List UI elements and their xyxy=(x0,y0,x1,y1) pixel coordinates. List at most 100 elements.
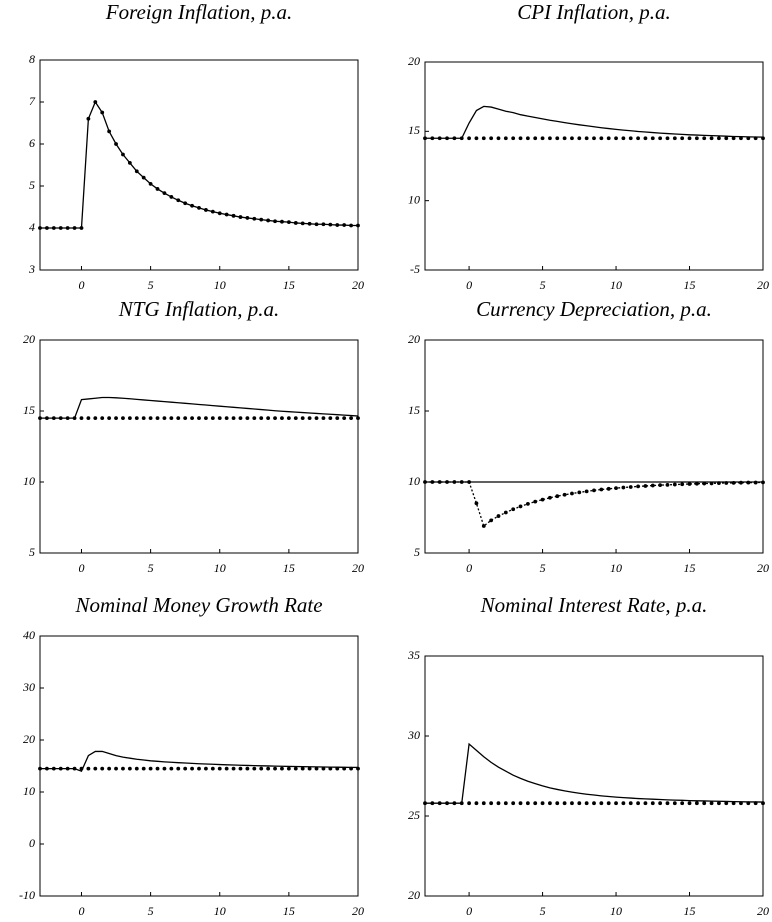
series-dot xyxy=(190,766,194,771)
series-dot xyxy=(238,766,243,771)
series-dot xyxy=(141,766,146,771)
series-dot xyxy=(314,766,319,771)
y-tick-label: 0 xyxy=(29,836,35,850)
series-dot xyxy=(114,766,118,771)
series-dot xyxy=(489,136,494,141)
series-dot xyxy=(577,801,582,806)
series-dot xyxy=(252,416,257,420)
y-tick-label: 5 xyxy=(414,545,420,559)
y-tick-label: 30 xyxy=(22,680,35,694)
series-dot xyxy=(356,223,360,228)
series-dot xyxy=(702,481,707,486)
series-dot xyxy=(245,216,250,220)
y-tick-label: 20 xyxy=(23,732,35,746)
panel-title: Nominal Interest Rate, p.a. xyxy=(480,593,708,617)
series-dot xyxy=(592,136,596,141)
series-dot xyxy=(100,110,105,115)
series-dot xyxy=(614,136,618,141)
series-dot xyxy=(606,801,611,806)
x-tick-label: 20 xyxy=(757,561,769,575)
series-dot xyxy=(183,416,188,420)
series-dot xyxy=(628,801,633,806)
series-dot xyxy=(474,501,479,506)
series-dot xyxy=(511,801,516,806)
x-tick-label: 5 xyxy=(148,561,154,575)
series-dot xyxy=(739,480,743,485)
series-dot xyxy=(555,136,560,141)
series-dot xyxy=(155,416,160,420)
y-tick-label: 10 xyxy=(408,192,420,206)
panel-title: NTG Inflation, p.a. xyxy=(118,297,279,321)
series-dot xyxy=(107,416,112,420)
series-dot xyxy=(114,416,118,420)
series-dot xyxy=(761,136,765,141)
series-dot xyxy=(162,191,167,196)
series-dot xyxy=(155,187,160,191)
series-dot xyxy=(680,801,685,806)
series-dot xyxy=(280,219,284,224)
series-dot xyxy=(584,801,589,806)
series-dot xyxy=(176,766,181,771)
series-dot xyxy=(525,136,530,141)
series-dot xyxy=(430,801,435,806)
x-tick-label: 0 xyxy=(78,278,84,292)
series-dot xyxy=(606,136,611,141)
series-dot xyxy=(739,801,743,806)
series-dot xyxy=(694,801,699,806)
series-dot xyxy=(121,152,125,157)
series-dot xyxy=(286,416,291,420)
series-dot xyxy=(467,480,471,484)
series-dot xyxy=(746,480,751,485)
series-dot xyxy=(176,416,181,420)
series-dot xyxy=(65,226,70,230)
series-dot xyxy=(300,416,305,420)
series-dot xyxy=(489,518,494,523)
x-tick-label: 10 xyxy=(214,904,226,918)
series-dot xyxy=(481,801,486,806)
series-dot xyxy=(335,223,340,227)
series-dot xyxy=(731,801,736,806)
series-dot xyxy=(577,136,582,141)
y-tick-label: 25 xyxy=(408,808,420,822)
series-dot xyxy=(38,416,42,420)
series-dot xyxy=(746,801,751,806)
series-dot xyxy=(210,766,215,771)
plot-frame xyxy=(424,339,764,554)
series-dot xyxy=(127,416,132,420)
series-dot xyxy=(65,766,70,771)
series-dot xyxy=(459,136,464,141)
series-dot xyxy=(93,416,98,420)
series-dot xyxy=(300,766,305,771)
series-dot xyxy=(452,480,457,484)
series-dot xyxy=(665,136,670,141)
series-line xyxy=(40,750,359,773)
series-dot xyxy=(127,766,132,771)
y-tick-label: 5 xyxy=(29,178,35,192)
x-tick-label: 10 xyxy=(610,561,622,575)
series-dot xyxy=(614,801,618,806)
series-dot xyxy=(314,416,319,420)
series-dot xyxy=(511,136,516,141)
series-dot xyxy=(694,136,699,141)
series-dot xyxy=(342,416,347,420)
series-dot xyxy=(665,801,670,806)
series-dot xyxy=(540,136,545,141)
series-dot xyxy=(555,494,560,499)
series-dot xyxy=(437,801,442,806)
series-dot xyxy=(445,801,449,806)
series-dot xyxy=(621,485,626,490)
series-dot xyxy=(286,766,291,771)
x-tick-label: 15 xyxy=(283,278,295,292)
series-dot xyxy=(231,416,236,420)
x-tick-label: 0 xyxy=(466,561,472,575)
series-dot xyxy=(643,801,648,806)
series-dot xyxy=(731,136,736,141)
series-dot xyxy=(266,766,271,771)
x-tick-label: 20 xyxy=(352,904,364,918)
series-dot xyxy=(307,221,312,226)
series-dot xyxy=(525,501,530,506)
series-dot xyxy=(548,136,552,141)
series-dot xyxy=(169,195,174,199)
series-dot xyxy=(658,483,663,488)
